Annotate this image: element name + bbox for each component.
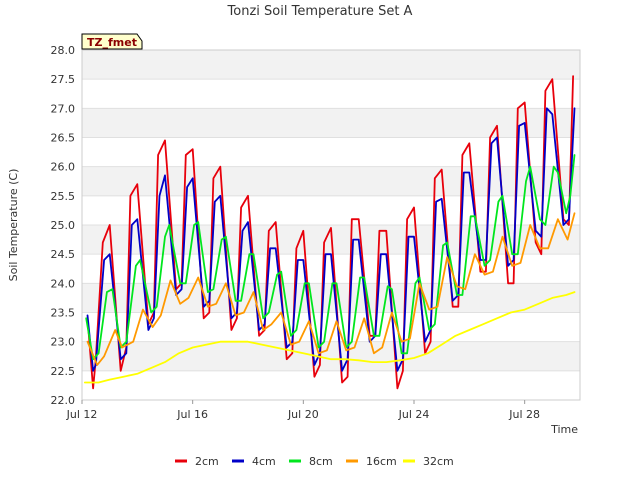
legend-label-8cm: 8cm xyxy=(309,455,333,468)
y-tick-label: 26.5 xyxy=(51,132,76,145)
legend-label-4cm: 4cm xyxy=(252,455,276,468)
y-tick-label: 25.5 xyxy=(51,190,76,203)
y-tick-label: 24.5 xyxy=(51,248,76,261)
y-axis-label: Soil Temperature (C) xyxy=(7,169,20,282)
y-axis: 22.0 22.5 23.0 23.5 24.0 24.5 25.0 25.5 26.0 26.5… xyxy=(51,44,76,407)
series-line-8cm xyxy=(85,154,576,361)
series-layer xyxy=(83,75,576,390)
series-line-4cm xyxy=(86,107,576,372)
badge-shape xyxy=(81,33,143,50)
plot-band-shaded xyxy=(82,50,580,80)
legend-label-2cm: 2cm xyxy=(195,455,219,468)
y-tick-label: 25.0 xyxy=(51,219,76,232)
legend-label-16cm: 16cm xyxy=(366,455,397,468)
x-axis-label: Time xyxy=(550,423,578,436)
plot-band-shaded xyxy=(82,341,580,371)
plot-band-shaded xyxy=(82,108,580,138)
plot-frame xyxy=(81,49,581,401)
y-tick-label: 22.0 xyxy=(51,394,76,407)
series-line-2cm xyxy=(86,75,574,390)
x-tick-label: Jul 16 xyxy=(176,408,208,421)
series-line-32cm xyxy=(83,291,576,384)
y-tick-label: 27.5 xyxy=(51,73,76,86)
x-tick-label: Jul 12 xyxy=(66,408,98,421)
x-tick-label: Jul 20 xyxy=(287,408,319,421)
chart-title: Tonzi Soil Temperature Set A xyxy=(227,4,413,19)
y-tick-label: 27.0 xyxy=(51,102,76,115)
y-tick-label: 22.5 xyxy=(51,365,76,378)
legend-label-32cm: 32cm xyxy=(423,455,454,468)
badge: TZ_fmet xyxy=(81,33,143,50)
y-tick-label: 26.0 xyxy=(51,161,76,174)
x-axis: Jul 12 Jul 16 Jul 20 Jul 24 Jul 28 xyxy=(66,400,540,421)
y-tick-label: 23.0 xyxy=(51,336,76,349)
x-tick-label: Jul 28 xyxy=(508,408,540,421)
series-line-16cm xyxy=(86,212,576,366)
x-tick-label: Jul 24 xyxy=(398,408,430,421)
y-tick-label: 24.0 xyxy=(51,277,76,290)
y-tick-label: 23.5 xyxy=(51,307,76,320)
badge-label: TZ_fmet xyxy=(87,36,137,49)
y-tick-label: 28.0 xyxy=(51,44,76,57)
legend: 2cm 4cm 8cm 16cm 32cm xyxy=(175,455,454,468)
